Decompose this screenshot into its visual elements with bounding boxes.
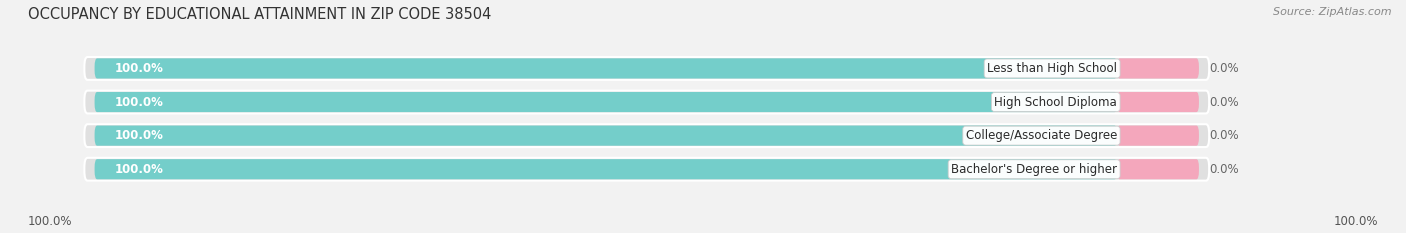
FancyBboxPatch shape bbox=[94, 58, 1118, 79]
Text: 0.0%: 0.0% bbox=[1209, 129, 1239, 142]
Text: Source: ZipAtlas.com: Source: ZipAtlas.com bbox=[1274, 7, 1392, 17]
Text: 100.0%: 100.0% bbox=[115, 129, 165, 142]
Text: 0.0%: 0.0% bbox=[1209, 96, 1239, 109]
FancyBboxPatch shape bbox=[94, 92, 1118, 112]
Text: 100.0%: 100.0% bbox=[1333, 215, 1378, 228]
FancyBboxPatch shape bbox=[1118, 92, 1199, 112]
Text: 100.0%: 100.0% bbox=[115, 163, 165, 176]
FancyBboxPatch shape bbox=[1118, 159, 1199, 179]
Text: Bachelor's Degree or higher: Bachelor's Degree or higher bbox=[950, 163, 1118, 176]
FancyBboxPatch shape bbox=[94, 159, 1118, 179]
FancyBboxPatch shape bbox=[1118, 126, 1199, 146]
FancyBboxPatch shape bbox=[84, 158, 1209, 181]
FancyBboxPatch shape bbox=[94, 126, 1118, 146]
Text: High School Diploma: High School Diploma bbox=[994, 96, 1118, 109]
FancyBboxPatch shape bbox=[84, 91, 1209, 113]
FancyBboxPatch shape bbox=[1118, 58, 1199, 79]
FancyBboxPatch shape bbox=[84, 124, 1209, 147]
Text: OCCUPANCY BY EDUCATIONAL ATTAINMENT IN ZIP CODE 38504: OCCUPANCY BY EDUCATIONAL ATTAINMENT IN Z… bbox=[28, 7, 492, 22]
Text: 0.0%: 0.0% bbox=[1209, 163, 1239, 176]
FancyBboxPatch shape bbox=[84, 57, 1209, 80]
Text: 100.0%: 100.0% bbox=[115, 96, 165, 109]
Text: College/Associate Degree: College/Associate Degree bbox=[966, 129, 1118, 142]
Text: Less than High School: Less than High School bbox=[987, 62, 1118, 75]
Text: 100.0%: 100.0% bbox=[28, 215, 73, 228]
Text: 100.0%: 100.0% bbox=[115, 62, 165, 75]
Text: 0.0%: 0.0% bbox=[1209, 62, 1239, 75]
